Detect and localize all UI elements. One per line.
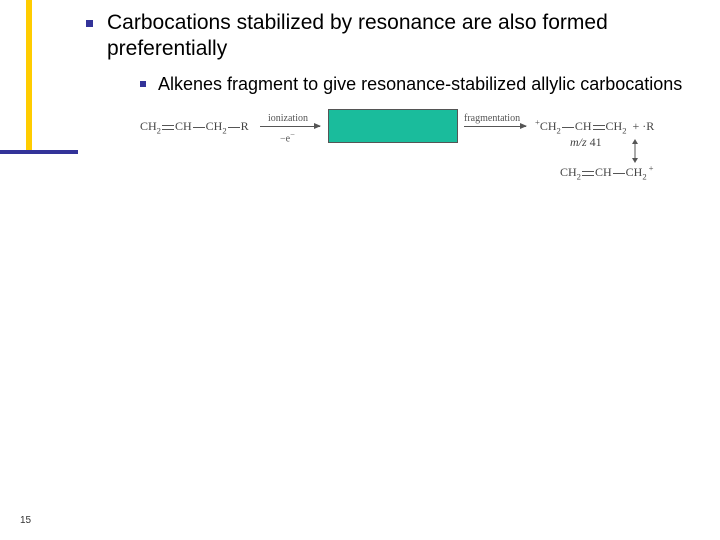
pb-ch2: CH: [560, 165, 577, 179]
bullet-level2-text: Alkenes fragment to give resonance-stabi…: [158, 73, 682, 96]
arrow1-top-label: ionization: [268, 113, 308, 124]
bullet-level2: Alkenes fragment to give resonance-stabi…: [140, 73, 700, 96]
pb-ch2b: CH: [626, 165, 643, 179]
single-bond-icon: [613, 173, 625, 174]
single-bond-icon: [228, 127, 240, 128]
reagent-left: CH2CHCH2R: [140, 119, 249, 134]
ch2-label: CH: [140, 119, 157, 133]
single-bond-icon: [193, 127, 205, 128]
pb-ch2-sub: 2: [577, 171, 581, 181]
ch2-sub: 2: [157, 125, 161, 135]
ch2b-sub: 2: [222, 125, 226, 135]
slide-content: Carbocations stabilized by resonance are…: [86, 10, 700, 179]
bullet-level1: Carbocations stabilized by resonance are…: [86, 10, 700, 63]
arrow1-minus-e: −e: [280, 133, 290, 144]
accent-horizontal-bar: [0, 150, 78, 154]
pb-plus: +: [649, 163, 654, 173]
product-bottom: CH2CHCH2+: [560, 165, 654, 180]
p-ch2b-sub: 2: [622, 125, 626, 135]
mz-label: m/z: [570, 135, 587, 149]
arrow1-bottom-label: −e−: [280, 130, 295, 144]
ch2b-label: CH: [206, 119, 223, 133]
arrow-fragmentation: [464, 126, 526, 127]
mz-label-row: m/z 41: [570, 135, 602, 150]
p-ch2-sub: 2: [557, 125, 561, 135]
slide-number: 15: [20, 515, 31, 526]
arrow2-top-label: fragmentation: [464, 113, 520, 124]
r-label: R: [241, 119, 249, 133]
pb-ch2b-sub: 2: [642, 171, 646, 181]
bullet-square-icon: [140, 81, 146, 87]
intermediate-cover-box: [328, 109, 458, 143]
p-ch2: CH: [540, 119, 557, 133]
p-ch2b: CH: [606, 119, 623, 133]
arrow1-minus-sup: −: [290, 130, 295, 139]
arrow-ionization: [260, 126, 320, 127]
single-bond-icon: [562, 127, 574, 128]
mz-value: 41: [587, 135, 602, 149]
p-r: R: [646, 119, 654, 133]
product-top: +CH2CHCH2 + ·R: [535, 119, 654, 134]
accent-vertical-bar: [26, 0, 32, 150]
ch-label: CH: [175, 119, 192, 133]
pb-ch: CH: [595, 165, 612, 179]
bullet-level1-text: Carbocations stabilized by resonance are…: [107, 10, 700, 63]
p-ch: CH: [575, 119, 592, 133]
bullet-square-icon: [86, 20, 93, 27]
reaction-scheme: CH2CHCH2R ionization −e− fragmentation +…: [140, 109, 700, 179]
